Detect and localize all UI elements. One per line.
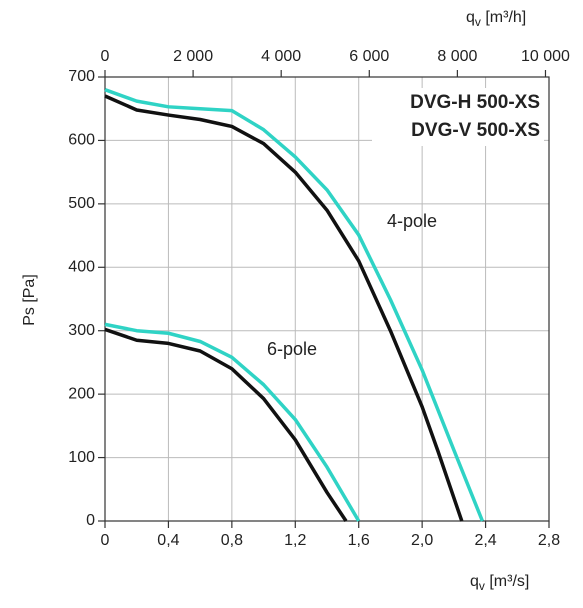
- x-tick-label: 0: [101, 532, 110, 549]
- curve: [104, 322, 361, 522]
- x2-tick-label: 8 000: [437, 48, 477, 65]
- x-tick-label: 2,8: [538, 532, 560, 549]
- legend-entry: DVG-H 500-XS: [410, 92, 540, 113]
- x2-tick-label: 6 000: [349, 48, 389, 65]
- x-axis-label: qv [m³/s]: [470, 573, 529, 593]
- y-tick-label: 500: [68, 195, 95, 212]
- curve: [104, 94, 464, 522]
- x-tick-label: 1,6: [348, 532, 370, 549]
- x-tick-label: 2,0: [411, 532, 433, 549]
- x2-axis-label-main: q: [466, 9, 475, 26]
- plot-frame: [104, 76, 550, 522]
- curve: [104, 327, 348, 522]
- y-tick-label: 400: [68, 259, 95, 276]
- x-tick-label: 0,4: [157, 532, 179, 549]
- x-axis-label-unit: [m³/s]: [485, 573, 529, 590]
- x-tick-label: 2,4: [474, 532, 496, 549]
- y-tick-label: 200: [68, 385, 95, 402]
- x-tick-label: 0,8: [221, 532, 243, 549]
- y-tick-label: 100: [68, 449, 95, 466]
- annotation: 6-pole: [267, 339, 317, 359]
- curve: [104, 88, 485, 522]
- x2-tick-label: 4 000: [261, 48, 301, 65]
- legend-box: [372, 88, 544, 146]
- x2-axis-label-sub: v: [475, 15, 481, 29]
- x2-tick-label: 2 000: [173, 48, 213, 65]
- x-tick-label: 1,2: [284, 532, 306, 549]
- y-tick-label: 0: [86, 512, 95, 529]
- y-tick-label: 300: [68, 322, 95, 339]
- y-tick-label: 600: [68, 132, 95, 149]
- x2-tick-label: 10 000: [521, 48, 570, 65]
- legend-entry: DVG-V 500-XS: [411, 120, 540, 141]
- x-axis-label-sub: v: [479, 579, 485, 593]
- annotation: 4-pole: [387, 211, 437, 231]
- x2-axis-label-unit: [m³/h]: [481, 9, 526, 26]
- y-tick-label: 700: [68, 68, 95, 85]
- x2-axis-label: qv [m³/h]: [466, 9, 526, 29]
- y-axis-label: Ps [Pa]: [21, 274, 38, 326]
- x2-tick-label: 0: [101, 48, 110, 65]
- x-axis-label-main: q: [470, 573, 479, 590]
